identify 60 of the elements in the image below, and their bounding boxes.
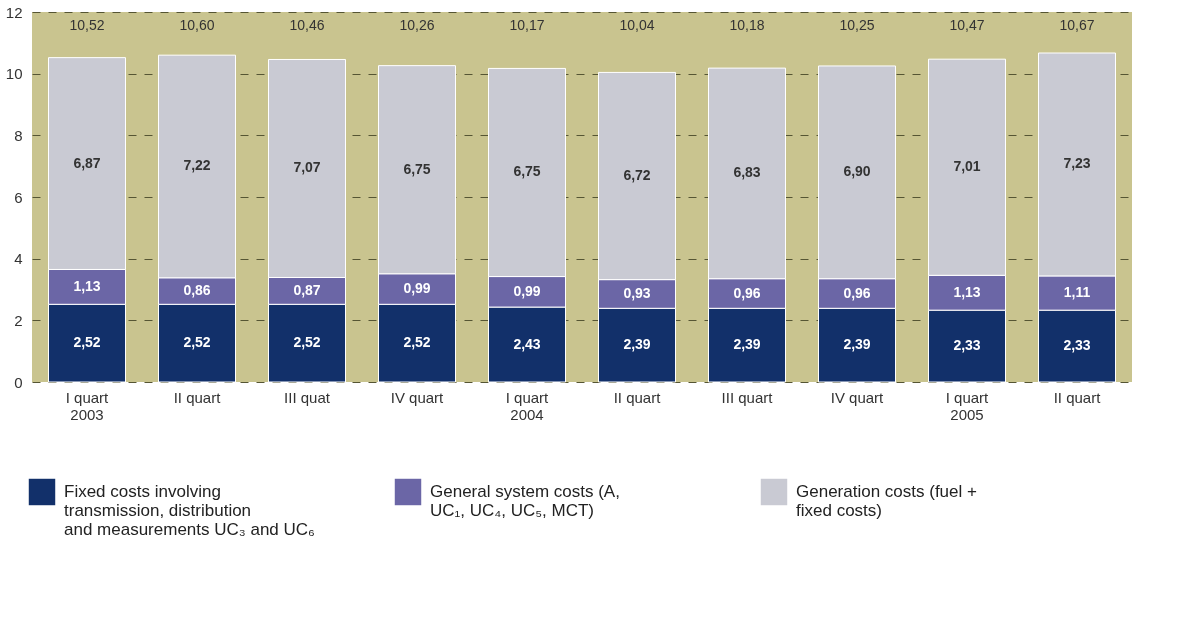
data-label: 0,96 xyxy=(843,284,871,301)
x-tick-label: IV quart xyxy=(390,388,445,406)
data-label: 2,43 xyxy=(513,335,541,352)
total-label: 10,60 xyxy=(179,17,215,33)
data-label: 6,75 xyxy=(403,160,431,177)
y-tick-label: 0 xyxy=(14,373,23,391)
legend-label: Fixed costs involving transmission, distribution and measurements UC₃ and UC₆ xyxy=(64,482,315,539)
data-label: 1,13 xyxy=(73,277,101,294)
x-tick-label: II quart xyxy=(613,388,662,406)
y-tick-label: 6 xyxy=(14,188,23,206)
x-tick-label: I quart 2004 xyxy=(505,388,550,423)
y-tick-label: 12 xyxy=(5,3,23,21)
data-label: 0,99 xyxy=(513,282,541,299)
y-tick-label: 2 xyxy=(14,311,23,329)
x-tick-label: I quart 2005 xyxy=(945,388,990,423)
data-label: 6,72 xyxy=(623,167,651,184)
data-label: 2,39 xyxy=(733,336,761,353)
total-label: 10,04 xyxy=(619,17,655,33)
data-label: 2,33 xyxy=(953,337,981,354)
data-label: 7,22 xyxy=(183,157,211,174)
data-label: 7,23 xyxy=(1063,155,1091,172)
total-label: 10,52 xyxy=(69,17,105,33)
data-label: 6,87 xyxy=(73,154,101,171)
data-label: 2,39 xyxy=(623,336,651,353)
data-label: 2,33 xyxy=(1063,337,1091,354)
data-label: 2,52 xyxy=(183,334,211,351)
y-tick-label: 8 xyxy=(14,126,23,144)
total-label: 10,46 xyxy=(289,17,325,33)
total-label: 10,67 xyxy=(1059,17,1095,33)
data-label: 0,93 xyxy=(623,284,651,301)
data-label: 2,52 xyxy=(403,334,431,351)
data-label: 6,75 xyxy=(513,163,541,180)
data-label: 0,99 xyxy=(403,280,431,297)
legend-label: General system costs (A, UC₁, UC₄, UC₅, MCT) xyxy=(430,482,620,520)
data-label: 7,01 xyxy=(953,158,981,175)
x-tick-label: III quart xyxy=(721,388,774,406)
data-label: 2,39 xyxy=(843,336,871,353)
x-tick-label: IV quart xyxy=(830,388,885,406)
data-label: 0,96 xyxy=(733,284,761,301)
data-label: 0,86 xyxy=(183,282,211,299)
data-label: 6,83 xyxy=(733,164,761,181)
data-label: 1,13 xyxy=(953,283,981,300)
x-tick-label: II quart xyxy=(1053,388,1102,406)
total-label: 10,18 xyxy=(729,17,765,33)
data-label: 1,11 xyxy=(1063,284,1091,301)
x-tick-label: III quat xyxy=(284,388,331,406)
total-label: 10,25 xyxy=(839,17,875,33)
total-label: 10,26 xyxy=(399,17,435,33)
y-tick-label: 4 xyxy=(14,250,23,268)
x-tick-label: I quart 2003 xyxy=(65,388,110,423)
data-label: 2,52 xyxy=(293,334,321,351)
y-tick-label: 10 xyxy=(5,65,23,83)
x-tick-label: II quart xyxy=(173,388,222,406)
total-label: 10,17 xyxy=(509,17,545,33)
data-label: 0,87 xyxy=(293,281,321,298)
data-label: 2,52 xyxy=(73,334,101,351)
legend-label: Generation costs (fuel + fixed costs) xyxy=(796,482,978,520)
data-label: 6,90 xyxy=(843,163,871,180)
data-label: 7,07 xyxy=(293,159,321,176)
total-label: 10,47 xyxy=(949,17,985,33)
